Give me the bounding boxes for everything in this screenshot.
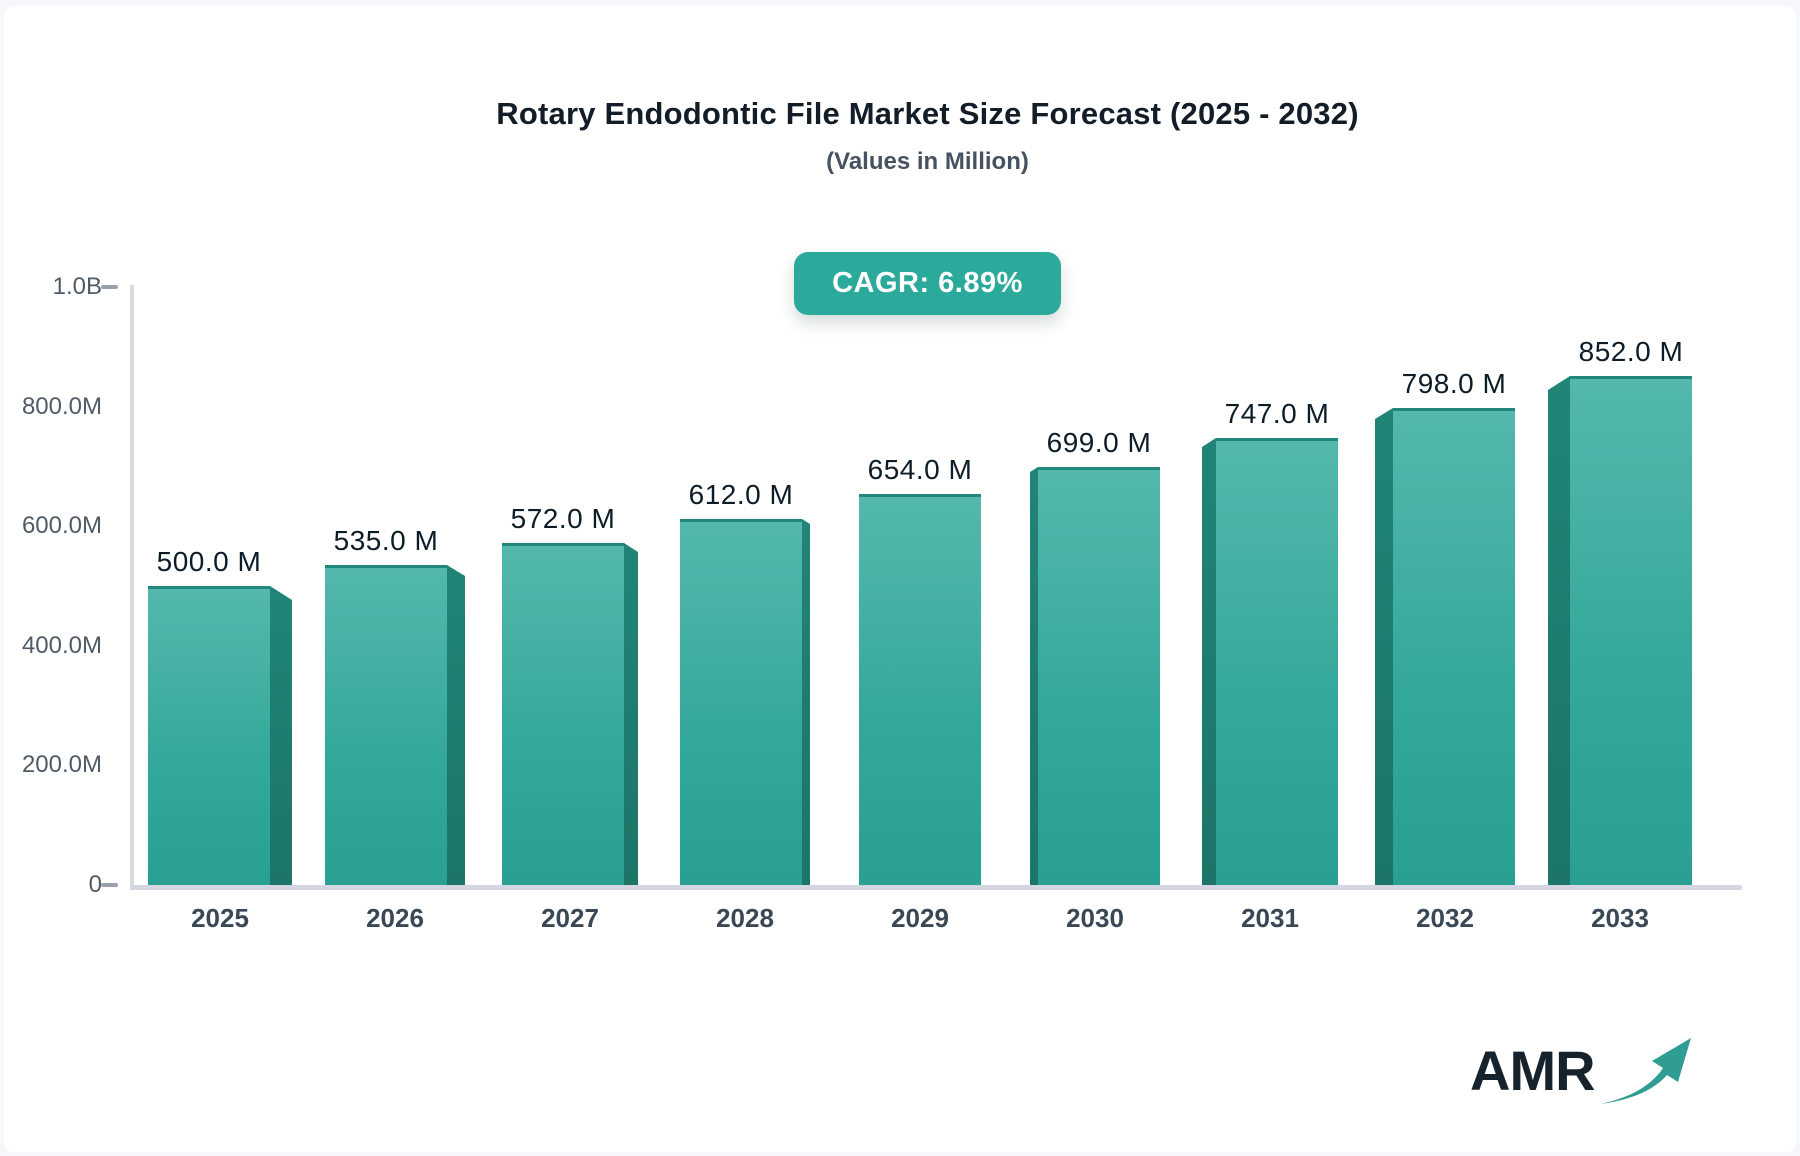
x-axis-label: 2025 <box>191 903 249 933</box>
y-axis-label: 600.0M <box>21 512 102 540</box>
cagr-badge: CAGR: 6.89% <box>794 252 1061 315</box>
bar[interactable] <box>1393 408 1515 885</box>
bar-group: 612.0 M <box>680 479 810 885</box>
bar-side-3d <box>624 543 638 885</box>
bar-side-3d <box>270 586 292 885</box>
bar[interactable] <box>859 494 981 885</box>
bar[interactable] <box>325 565 447 885</box>
bar-value-label: 852.0 M <box>1578 336 1684 367</box>
bar-value-label: 654.0 M <box>867 454 973 485</box>
x-axis-label: 2026 <box>366 903 424 933</box>
bar[interactable] <box>502 543 624 885</box>
bar-side-3d <box>1030 467 1038 885</box>
x-axis-label: 2031 <box>1241 903 1299 933</box>
y-axis-tick <box>101 285 118 289</box>
x-axis-label: 2029 <box>891 903 949 933</box>
y-axis-label: 0 <box>88 871 102 898</box>
bar-value-label: 798.0 M <box>1401 368 1507 399</box>
bar[interactable] <box>1038 467 1160 885</box>
bar-value-label: 747.0 M <box>1224 398 1330 429</box>
x-axis-label: 2033 <box>1591 903 1649 933</box>
bar-group: 747.0 M <box>1202 398 1338 885</box>
x-axis-label: 2028 <box>716 903 774 933</box>
x-axis-label: 2027 <box>541 903 599 933</box>
cagr-badge-row: CAGR: 6.89% <box>55 252 1800 315</box>
bar-value-label: 612.0 M <box>688 479 794 510</box>
y-axis-label: 200.0M <box>21 751 102 779</box>
amr-logo-text: AMR <box>1470 1039 1596 1102</box>
bar[interactable] <box>680 519 802 885</box>
bar-group: 654.0 M <box>859 454 981 885</box>
bar-value-label: 699.0 M <box>1046 427 1152 458</box>
bar-side-3d <box>1202 438 1216 885</box>
bar-group: 852.0 M <box>1548 336 1692 885</box>
amr-logo: AMR <box>1470 1030 1700 1116</box>
bar-value-label: 535.0 M <box>333 525 439 556</box>
x-axis-label: 2030 <box>1066 903 1124 933</box>
bar[interactable] <box>1570 376 1692 885</box>
bar-group: 699.0 M <box>1030 427 1160 885</box>
y-axis-label: 1.0B <box>52 273 102 300</box>
bar-group: 500.0 M <box>148 546 292 885</box>
bar-group: 535.0 M <box>325 525 465 885</box>
bar[interactable] <box>1216 438 1338 885</box>
page-title: Rotary Endodontic File Market Size Forec… <box>496 96 1359 131</box>
bar-side-3d <box>802 519 810 885</box>
bar-value-label: 572.0 M <box>510 503 616 534</box>
y-axis-line <box>130 285 134 890</box>
x-axis-label: 2032 <box>1416 903 1474 933</box>
trend-up-arrow-icon <box>1600 1038 1691 1104</box>
y-axis-label: 800.0M <box>21 392 102 420</box>
bar-side-3d <box>1548 376 1570 885</box>
bar-value-label: 500.0 M <box>156 546 262 577</box>
bar-side-3d <box>1375 408 1393 885</box>
y-axis-tick <box>101 883 118 887</box>
bar-group: 798.0 M <box>1375 368 1515 885</box>
bar[interactable] <box>148 586 270 885</box>
bar-group: 572.0 M <box>502 503 638 885</box>
bar-side-3d <box>447 565 465 885</box>
x-axis-line <box>130 885 1742 890</box>
y-axis-label: 400.0M <box>21 631 102 659</box>
chart-subtitle: (Values in Million) <box>826 148 1029 175</box>
